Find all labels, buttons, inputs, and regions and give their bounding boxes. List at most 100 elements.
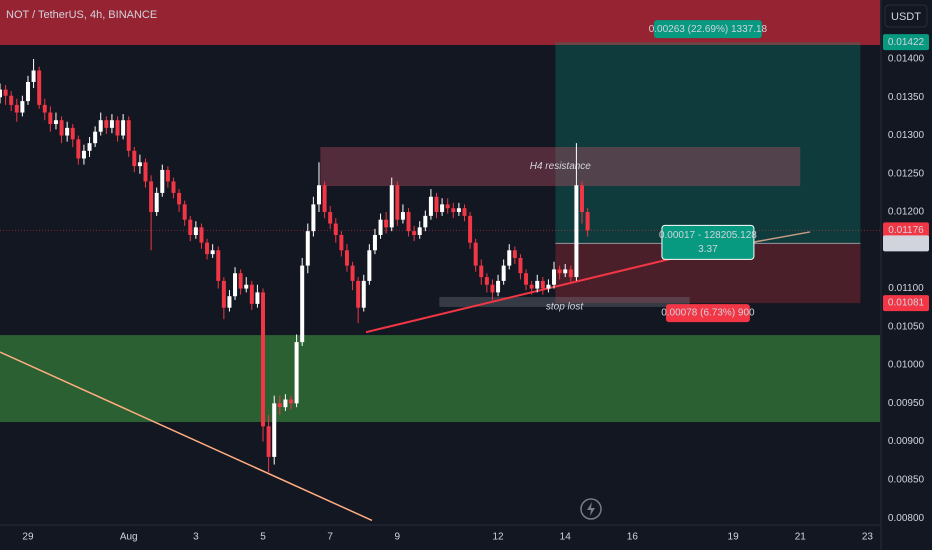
candle-body xyxy=(238,273,243,289)
candle-body xyxy=(507,250,512,266)
candle-body xyxy=(205,242,210,255)
x-tick-label: 21 xyxy=(795,532,807,543)
y-tick-label: 0.01300 xyxy=(888,130,925,141)
currency[interactable]: USDT xyxy=(891,11,921,23)
candle-body xyxy=(126,120,131,151)
box-label: H4 resistance xyxy=(530,161,592,172)
price-label: 0.01159 xyxy=(888,238,924,249)
candle-body xyxy=(417,227,422,235)
price-label: 0.01176 xyxy=(888,225,924,236)
candle-body xyxy=(48,112,53,125)
candle-body xyxy=(350,265,355,281)
entry-label-bg xyxy=(661,224,755,260)
candle-body xyxy=(25,81,30,102)
candle-body xyxy=(451,208,456,213)
x-tick-label: 3 xyxy=(193,532,199,543)
plot: H4 resistance stop lost 0.00263 (22.69%) 1… xyxy=(0,0,880,522)
candle-body xyxy=(283,399,288,408)
candle-body xyxy=(42,104,47,113)
x-tick-label: 23 xyxy=(862,532,874,543)
trend-line xyxy=(365,250,701,334)
trend-line xyxy=(0,351,373,522)
candle-body xyxy=(423,215,428,228)
candle-body xyxy=(333,223,338,235)
candle-body xyxy=(37,70,42,105)
box-label: stop lost xyxy=(546,302,584,313)
y-tick-label: 0.00900 xyxy=(888,436,925,447)
price-label-bg xyxy=(883,295,929,312)
candle-body xyxy=(109,120,114,128)
candle-body xyxy=(244,284,249,289)
candle-body xyxy=(316,185,321,205)
candle-body xyxy=(221,280,226,308)
candle-body xyxy=(53,120,58,125)
candle-body xyxy=(440,204,445,213)
candle-body xyxy=(484,277,489,285)
target-label-bg xyxy=(653,20,762,39)
candle-body xyxy=(552,269,557,285)
candle-body xyxy=(154,192,159,213)
candle-body xyxy=(121,120,126,136)
candle-body xyxy=(311,204,316,232)
candle-body xyxy=(98,120,103,132)
x-tick-label: 5 xyxy=(260,532,266,543)
candle-body xyxy=(233,273,238,297)
candle-body xyxy=(76,139,81,159)
candle-body xyxy=(65,127,70,136)
stop-label-bg xyxy=(665,304,750,323)
price-label: 0.01081 xyxy=(888,298,925,309)
candle-body xyxy=(14,104,19,113)
candle-body xyxy=(255,292,260,304)
candle-body xyxy=(104,120,109,128)
y-tick-label: 0.01200 xyxy=(888,207,925,218)
candle-body xyxy=(20,101,25,113)
candle-body xyxy=(473,242,478,266)
currency-button[interactable] xyxy=(884,4,928,28)
candle-body xyxy=(249,284,254,304)
candle-body xyxy=(31,70,36,82)
candle-body xyxy=(0,89,2,98)
candle-body xyxy=(277,403,282,408)
candle-body xyxy=(193,227,198,235)
candle-body xyxy=(132,150,137,167)
icon-circle[interactable] xyxy=(580,498,602,520)
replay-icon[interactable] xyxy=(580,498,602,520)
candle-body xyxy=(535,280,540,289)
candle-body xyxy=(406,212,411,232)
y-tick-label: 0.00800 xyxy=(888,513,925,524)
candle-body xyxy=(563,269,568,274)
candle-body xyxy=(445,204,450,209)
candle-body xyxy=(3,89,8,96)
candle-body xyxy=(456,208,461,213)
candle-body xyxy=(585,212,590,231)
candle-body xyxy=(216,250,221,281)
candle-body xyxy=(143,162,148,182)
candle-body xyxy=(361,280,366,308)
candle-body xyxy=(289,399,294,404)
target-label: 0.00263 (22.69%) 1337.18 xyxy=(649,24,768,35)
candle-body xyxy=(328,212,333,224)
icon-bolt[interactable] xyxy=(587,502,595,516)
candle-body xyxy=(199,227,204,243)
candle-body xyxy=(389,185,394,228)
candle-body xyxy=(227,296,232,308)
candle-body xyxy=(294,342,299,404)
candle-body xyxy=(512,250,517,258)
candle-body xyxy=(266,426,271,457)
price-label-bg xyxy=(883,34,929,51)
candle-body xyxy=(305,231,310,266)
entry-label: 3.37 xyxy=(698,244,718,255)
chart-title: NOT / TetherUS, 4h, BINANCE xyxy=(6,9,157,21)
candle-body xyxy=(518,257,523,274)
candle-body xyxy=(580,185,585,213)
candle-body xyxy=(479,265,484,278)
candle-body xyxy=(272,403,277,457)
x-tick-label: 9 xyxy=(395,532,401,543)
stop-label: 0.00078 (6.73%) 900 xyxy=(661,308,755,319)
candle-body xyxy=(149,181,154,213)
candle-body xyxy=(372,234,377,251)
x-tick-label: 7 xyxy=(327,532,333,543)
x-tick-label: 29 xyxy=(22,532,34,543)
candle-body xyxy=(412,231,417,235)
